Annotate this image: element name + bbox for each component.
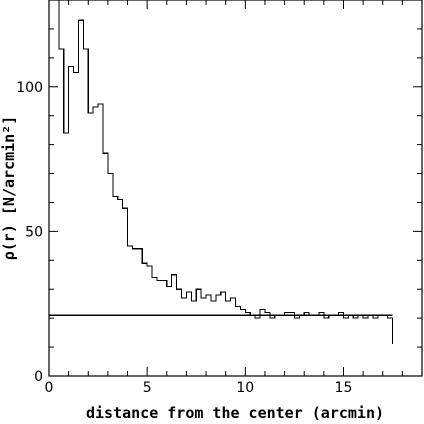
axis-ticks <box>48 0 423 377</box>
x-tick-label: 15 <box>335 380 353 396</box>
plot-frame <box>48 0 423 377</box>
y-axis-label: ρ(r) [N/arcmin²] <box>0 116 18 261</box>
x-axis-label: distance from the center (arcmin) <box>86 404 384 422</box>
x-tick-label: 10 <box>236 380 254 396</box>
series-layer <box>49 0 394 345</box>
tick-labels: 0 5 10 15 0 50 100 <box>16 80 352 396</box>
x-tick-label: 0 <box>45 380 54 396</box>
y-tick-label: 100 <box>16 80 43 96</box>
x-tick-label: 5 <box>143 380 152 396</box>
y-tick-label: 50 <box>25 224 43 240</box>
density-histogram-series <box>53 0 394 345</box>
y-tick-label: 0 <box>34 369 43 385</box>
